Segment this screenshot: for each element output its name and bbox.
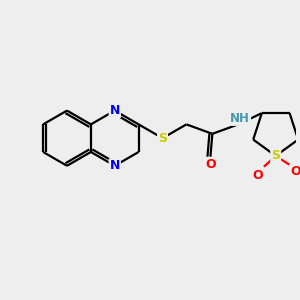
Text: O: O	[290, 165, 300, 178]
Text: N: N	[110, 159, 120, 172]
Text: O: O	[205, 158, 216, 171]
Text: NH: NH	[230, 112, 250, 125]
Text: N: N	[110, 104, 120, 117]
Text: S: S	[271, 149, 280, 162]
Text: O: O	[253, 169, 263, 182]
Text: S: S	[158, 132, 167, 145]
